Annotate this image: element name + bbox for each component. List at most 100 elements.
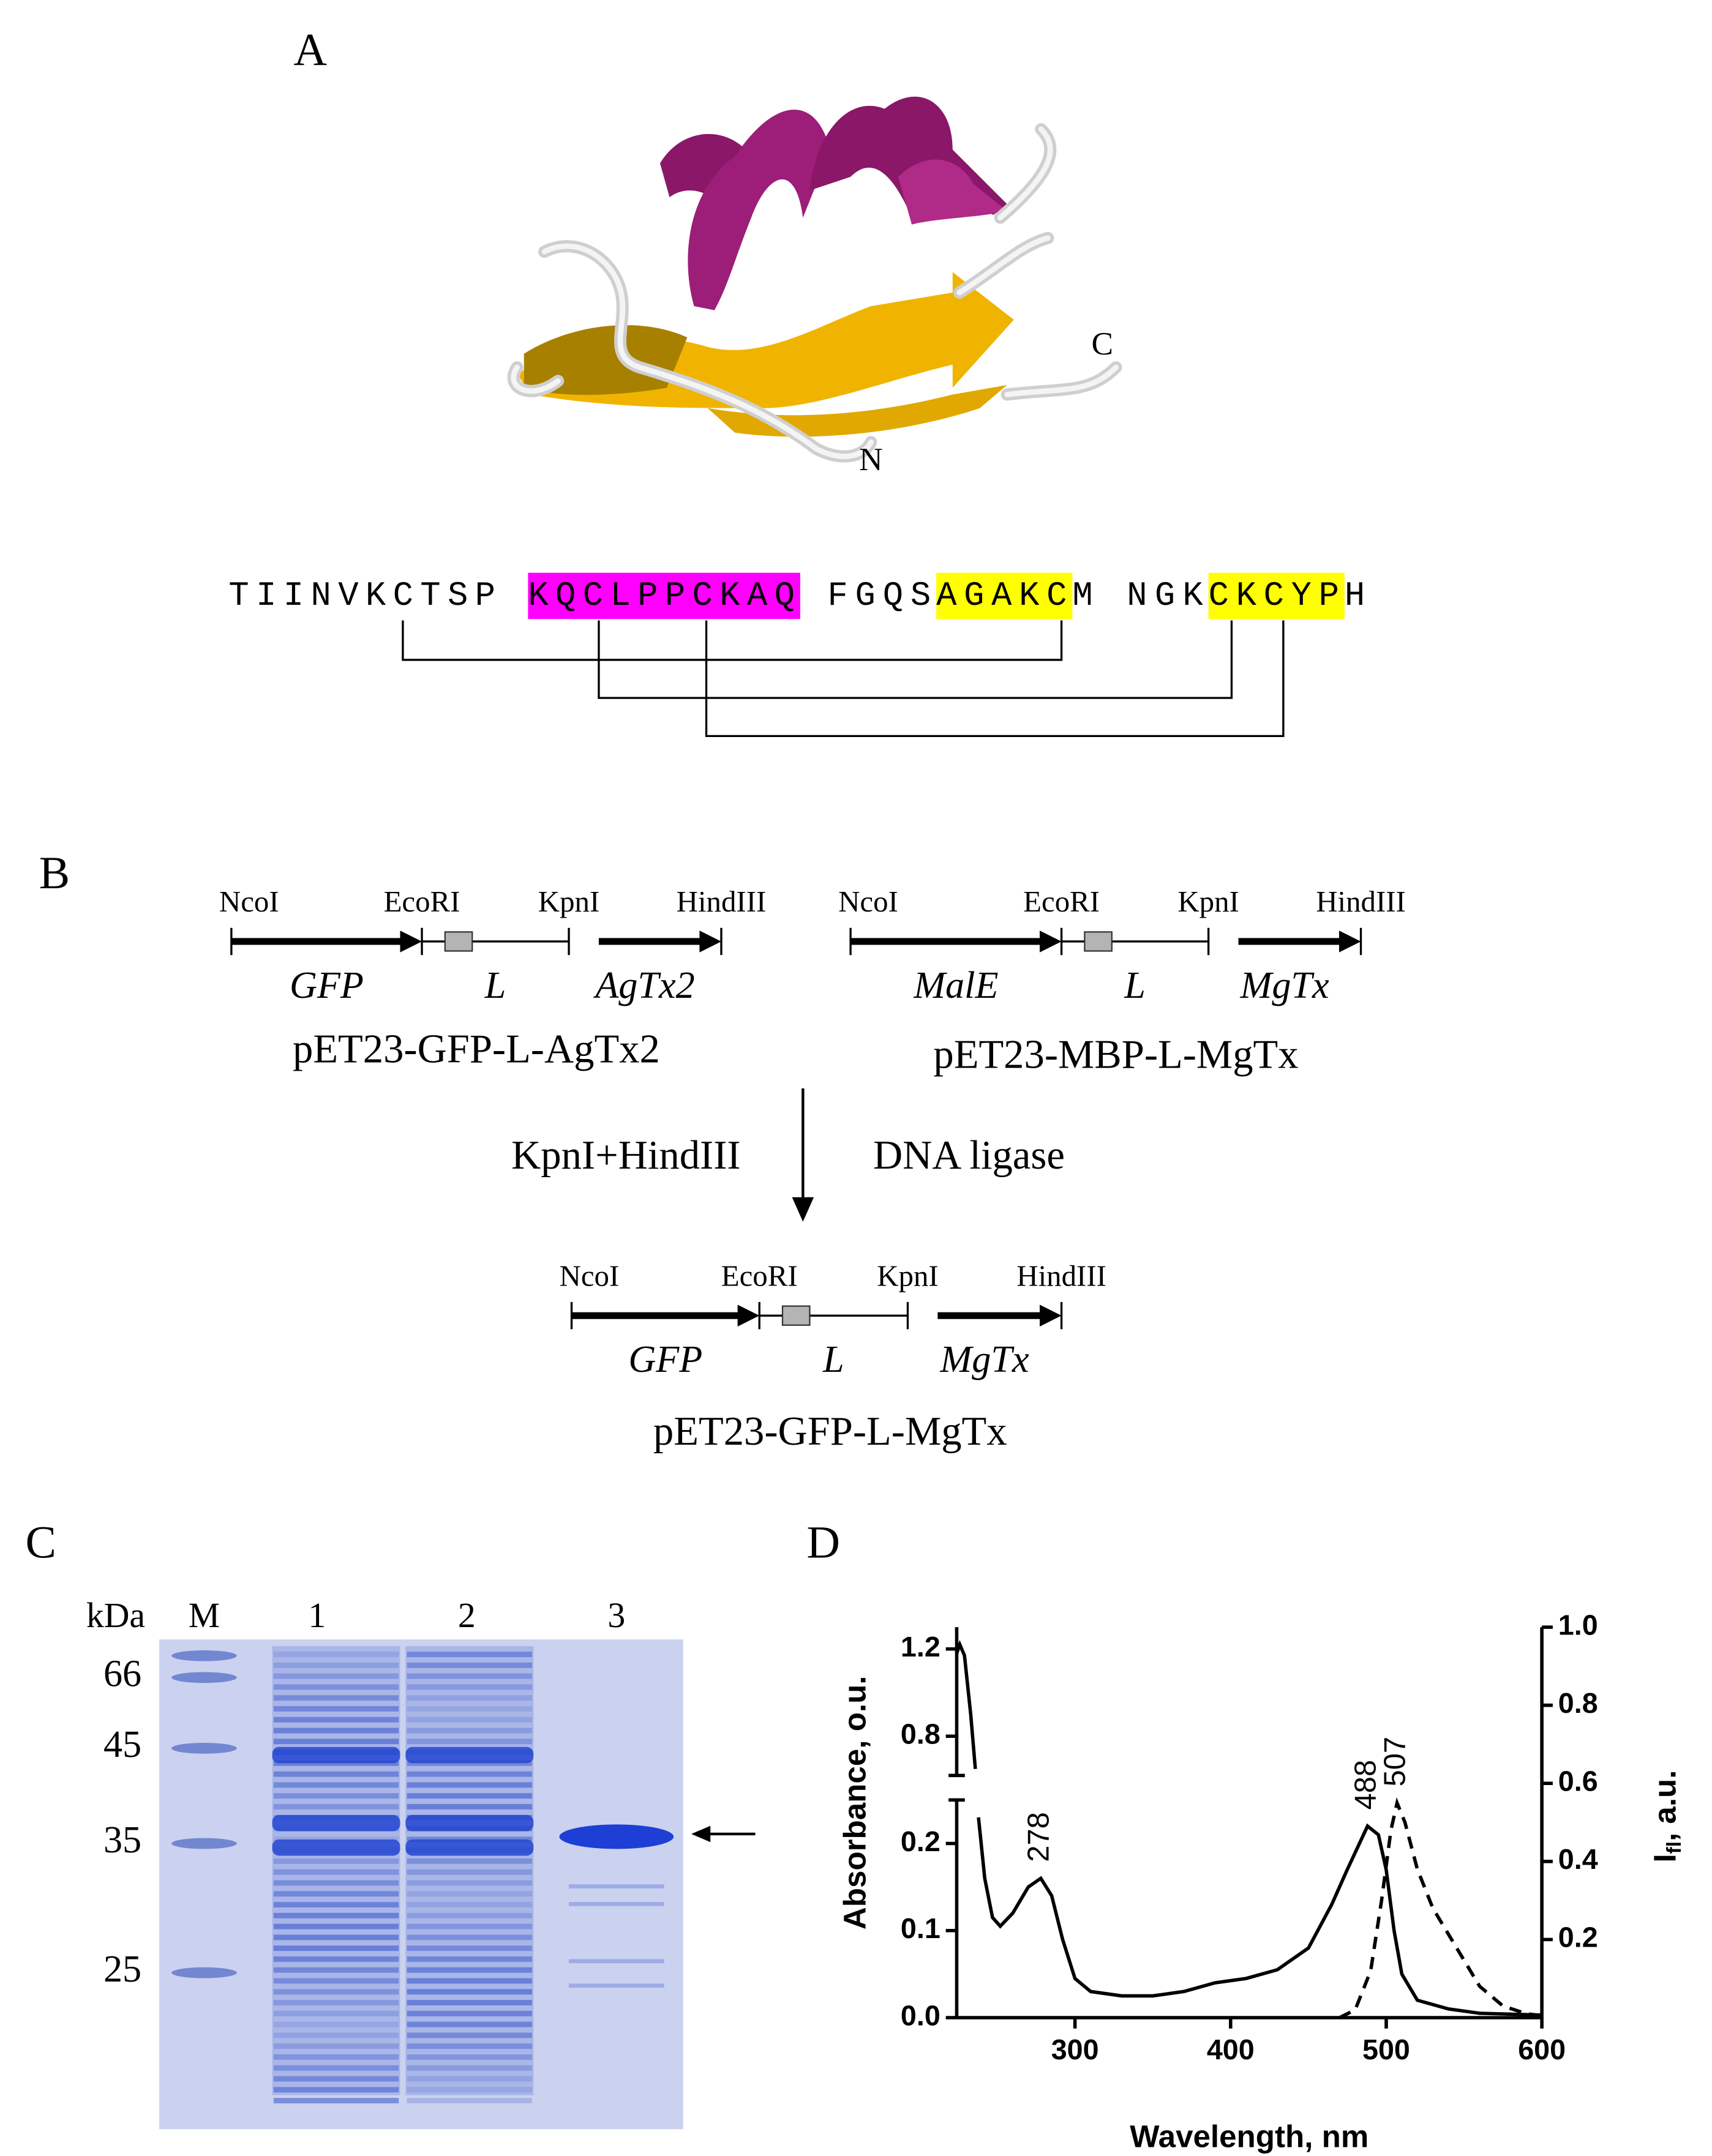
y-tick-label: 1.2 [901,1631,940,1663]
arrowhead [699,930,721,953]
x-tick-label: 300 [1051,2034,1099,2065]
band [407,1989,533,1995]
arrowhead [691,1825,711,1843]
linker-box [1084,931,1113,952]
y2-tick-label: 0.2 [1558,1922,1598,1953]
gene-label: GFP [290,965,364,1006]
marker-band [171,1743,237,1754]
band [407,1891,533,1897]
highlight [528,572,800,619]
marker-band [171,1650,237,1661]
lane-label: M [189,1596,220,1635]
band [273,1727,399,1734]
residues: H [1345,577,1365,615]
band [407,2098,533,2103]
band [569,1902,664,1906]
y-tick-label: 0.0 [901,1999,940,2031]
plasmid-name: pET23-MBP-L-MgTx [933,1032,1298,1077]
arrowhead [400,930,422,953]
panel-label: A [293,24,327,75]
arrowhead [792,1197,814,1222]
band [407,1869,533,1875]
band [407,2010,533,2016]
band [569,1884,664,1888]
residues: NGK [1127,577,1203,615]
band [407,1695,533,1701]
site-label: EcoRI [721,1259,798,1292]
plasmid-name: pET23-GFP-L-AgTx2 [293,1027,660,1072]
gene-label: MgTx [939,1339,1029,1380]
axis-title-part: I [1647,1854,1682,1862]
band [407,1967,533,1973]
plasmid-name: pET23-GFP-L-MgTx [653,1409,1007,1454]
site-label: HindIII [1016,1259,1106,1292]
band [407,1652,533,1658]
lane-label: 2 [458,1596,476,1635]
y-axis-title: Absorbance, o.u. [838,1676,873,1930]
site-label: HindIII [677,885,767,918]
band [273,1793,399,1799]
spectrum-line [1338,1797,1542,2019]
band [273,1989,399,1995]
band [273,1662,399,1668]
panel-label: C [26,1517,56,1568]
band [407,1739,533,1745]
residues: AGAKC [936,577,1067,615]
site-label: KpnI [538,885,599,918]
band [273,1934,399,1941]
spectrum-chart: 300 400 500 600 0.0 0.1 0.2 0.8 1.2 0.2 0.4 0.6 0.8 1… [838,1609,1686,2154]
band [273,1912,399,1918]
band [407,1727,533,1734]
band [272,1839,400,1856]
band [407,2076,533,2082]
gel [159,1639,683,2130]
arrowhead [1338,930,1361,953]
peak-label: 507 [1379,1737,1412,1787]
x-tick-label: 500 [1362,2034,1410,2065]
x-axis-title: Wavelength, nm [1130,2119,1368,2154]
band [407,1978,533,1984]
band [407,1793,533,1799]
gene-label: MgTx [1240,965,1330,1006]
marker-band [171,1672,237,1683]
residues: FGQS [827,577,931,615]
band [407,2065,533,2071]
y2-tick-label: 0.6 [1558,1765,1598,1797]
band [273,2087,399,2093]
residues: M [1072,577,1092,615]
terminus-label: N [859,441,883,477]
band [273,1923,399,1930]
band [273,1978,399,1984]
band [273,2010,399,2016]
gene-label: AgTx2 [593,965,694,1006]
band [407,1934,533,1941]
highlight [1208,572,1345,619]
site-label: KpnI [877,1259,938,1292]
band [407,1706,533,1712]
band [272,1746,400,1764]
arrowhead [737,1304,760,1327]
step-label: KpnI+HindIII [511,1133,741,1178]
band [273,2000,399,2005]
lane-label: 3 [607,1596,625,1635]
band [407,1912,533,1918]
band [273,2021,399,2027]
band [407,1662,533,1668]
marker-band [171,1838,237,1849]
band [273,2076,399,2082]
panel-label: D [806,1517,840,1568]
restriction-maps: NcoI EcoRI KpnI HindIII GFP L AgTx2 pET23-GFP-L… [219,885,1406,1454]
band [407,1858,533,1864]
band [407,1673,533,1679]
band [273,1891,399,1897]
band [407,2021,533,2027]
site-label: EcoRI [1023,885,1100,918]
axis-title-part: fl [1663,1841,1686,1854]
band [405,1814,534,1832]
y2-tick-label: 0.8 [1558,1687,1598,1719]
gene-label: MalE [913,965,998,1006]
band [569,1959,664,1964]
band [273,1706,399,1712]
terminus-label: C [1091,325,1113,362]
band [405,1746,534,1764]
